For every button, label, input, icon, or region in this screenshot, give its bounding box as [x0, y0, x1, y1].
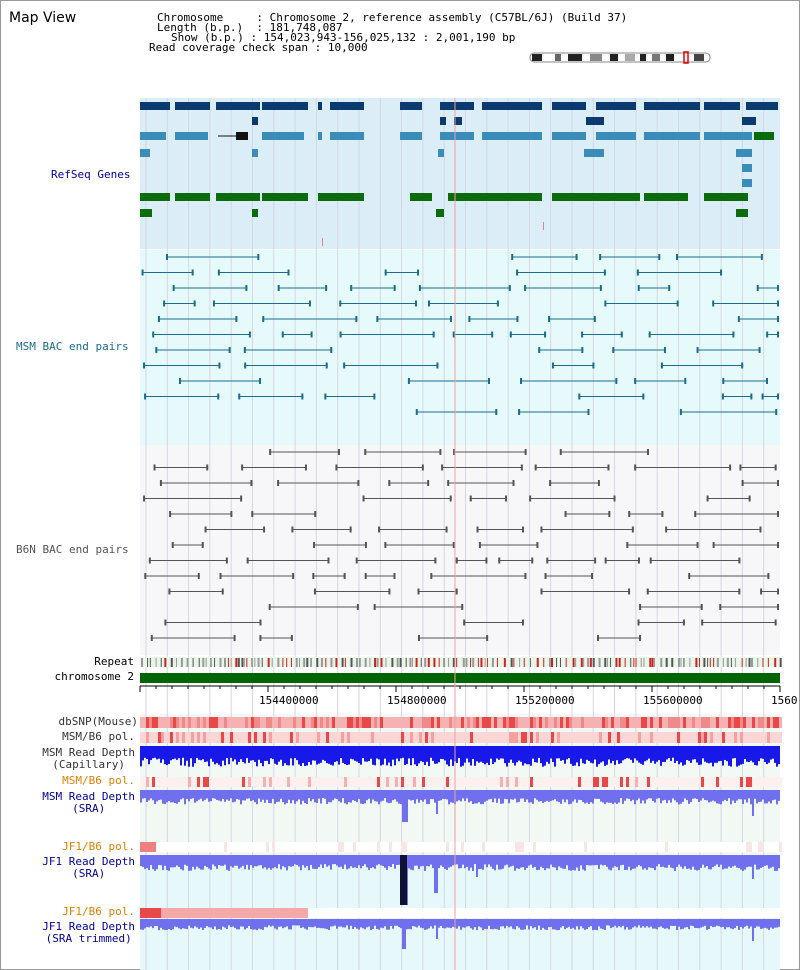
page-title: Map View	[9, 10, 77, 26]
axis-tick-3: 155200000	[515, 694, 575, 707]
axis-tick-1: 154400000	[259, 694, 319, 707]
label-chromosome: chromosome 2	[54, 670, 134, 683]
info-length: Length (b.p.) : 181,748,087	[157, 21, 343, 34]
label-jf1-depth-trim: JF1 Read Depth (SRA trimmed)	[42, 920, 135, 945]
label-msm-bac: MSM BAC end pairs	[16, 340, 129, 353]
axis-tick-4: 155600000	[643, 694, 703, 707]
label-jf1-pol-2: JF1/B6 pol.	[62, 905, 135, 918]
label-msm-pol-1: MSM/B6 pol.	[62, 730, 135, 743]
label-b6n-bac: B6N BAC end pairs	[16, 543, 129, 556]
label-dbsnp: dbSNP(Mouse)	[58, 715, 138, 728]
label-msm-depth-cap: MSM Read Depth (Capillary)	[42, 746, 135, 771]
info-coverage: Read coverage check span : 10,000	[149, 41, 368, 54]
axis-tick-5: 1560	[771, 694, 798, 707]
info-chromosome: Chromosome : Chromosome 2, reference ass…	[157, 11, 628, 24]
info-show: Show (b.p.) : 154,023,943-156,025,132 : …	[171, 31, 516, 44]
label-msm-depth-sra: MSM Read Depth (SRA)	[42, 790, 135, 815]
label-refseq-genes: RefSeq Genes	[51, 168, 131, 181]
label-jf1-depth-sra: JF1 Read Depth (SRA)	[42, 855, 135, 880]
label-repeat: Repeat	[94, 655, 134, 668]
label-jf1-pol-1: JF1/B6 pol.	[62, 840, 135, 853]
label-msm-pol-2: MSM/B6 pol.	[62, 774, 135, 787]
axis-tick-2: 154800000	[387, 694, 447, 707]
